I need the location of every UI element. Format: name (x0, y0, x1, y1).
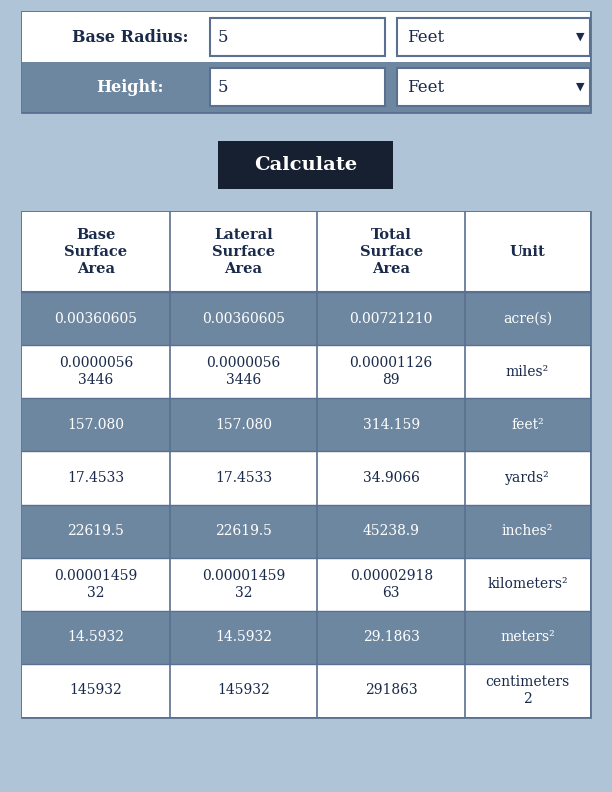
Text: Calculate: Calculate (254, 156, 357, 174)
Bar (22, 292, 590, 345)
Bar (22, 12, 590, 62)
Text: 157.080: 157.080 (215, 418, 272, 432)
Text: inches²: inches² (502, 524, 553, 538)
Bar (22, 505, 590, 558)
Bar (397, 18, 590, 56)
Text: 17.4533: 17.4533 (215, 471, 272, 485)
Text: Feet: Feet (407, 29, 444, 45)
Text: 0.00001459
32: 0.00001459 32 (202, 569, 285, 600)
Text: 29.1863: 29.1863 (363, 630, 420, 645)
Text: meters²: meters² (500, 630, 555, 645)
Text: 0.00001126
89: 0.00001126 89 (349, 356, 433, 387)
Text: 0.0000056
3446: 0.0000056 3446 (59, 356, 133, 387)
Text: feet²: feet² (511, 418, 544, 432)
Bar (218, 141, 393, 189)
Text: 22619.5: 22619.5 (215, 524, 272, 538)
Bar (22, 664, 590, 717)
Bar (22, 611, 590, 664)
Bar (397, 68, 590, 106)
Bar (210, 18, 385, 56)
Text: 14.5932: 14.5932 (215, 630, 272, 645)
Text: kilometers²: kilometers² (487, 577, 568, 591)
Bar (210, 68, 385, 106)
Text: 0.00001459
32: 0.00001459 32 (54, 569, 138, 600)
Text: Height:: Height: (96, 78, 164, 96)
Bar (22, 212, 590, 292)
Bar (22, 398, 590, 451)
Text: ▼: ▼ (576, 32, 584, 42)
Text: 45238.9: 45238.9 (363, 524, 420, 538)
Text: 0.00002918
63: 0.00002918 63 (349, 569, 433, 600)
Bar (22, 558, 590, 611)
Text: acre(s): acre(s) (503, 311, 552, 326)
Text: 145932: 145932 (217, 683, 270, 698)
Text: 157.080: 157.080 (67, 418, 124, 432)
Bar (22, 451, 590, 505)
Text: 5: 5 (218, 29, 228, 45)
Text: 314.159: 314.159 (363, 418, 420, 432)
Bar (22, 62, 590, 112)
Text: Total
Surface
Area: Total Surface Area (360, 228, 423, 276)
Text: Lateral
Surface
Area: Lateral Surface Area (212, 228, 275, 276)
Text: centimeters
2: centimeters 2 (485, 675, 570, 706)
Text: ▼: ▼ (576, 82, 584, 92)
Text: Feet: Feet (407, 78, 444, 96)
Text: Base Radius:: Base Radius: (72, 29, 188, 45)
Text: 0.0000056
3446: 0.0000056 3446 (206, 356, 281, 387)
Bar (22, 212, 590, 717)
Text: 0.00360605: 0.00360605 (54, 311, 137, 326)
Bar (22, 345, 590, 398)
Text: 34.9066: 34.9066 (363, 471, 420, 485)
Text: 5: 5 (218, 78, 228, 96)
Text: Base
Surface
Area: Base Surface Area (64, 228, 127, 276)
Text: 17.4533: 17.4533 (67, 471, 124, 485)
Text: yards²: yards² (505, 471, 550, 485)
Text: Unit: Unit (510, 245, 545, 259)
Text: 14.5932: 14.5932 (67, 630, 124, 645)
Text: miles²: miles² (506, 364, 549, 379)
Text: 22619.5: 22619.5 (67, 524, 124, 538)
Text: 0.00721210: 0.00721210 (349, 311, 433, 326)
Text: 291863: 291863 (365, 683, 417, 698)
Bar (22, 12, 590, 112)
Text: 0.00360605: 0.00360605 (202, 311, 285, 326)
Text: 145932: 145932 (70, 683, 122, 698)
